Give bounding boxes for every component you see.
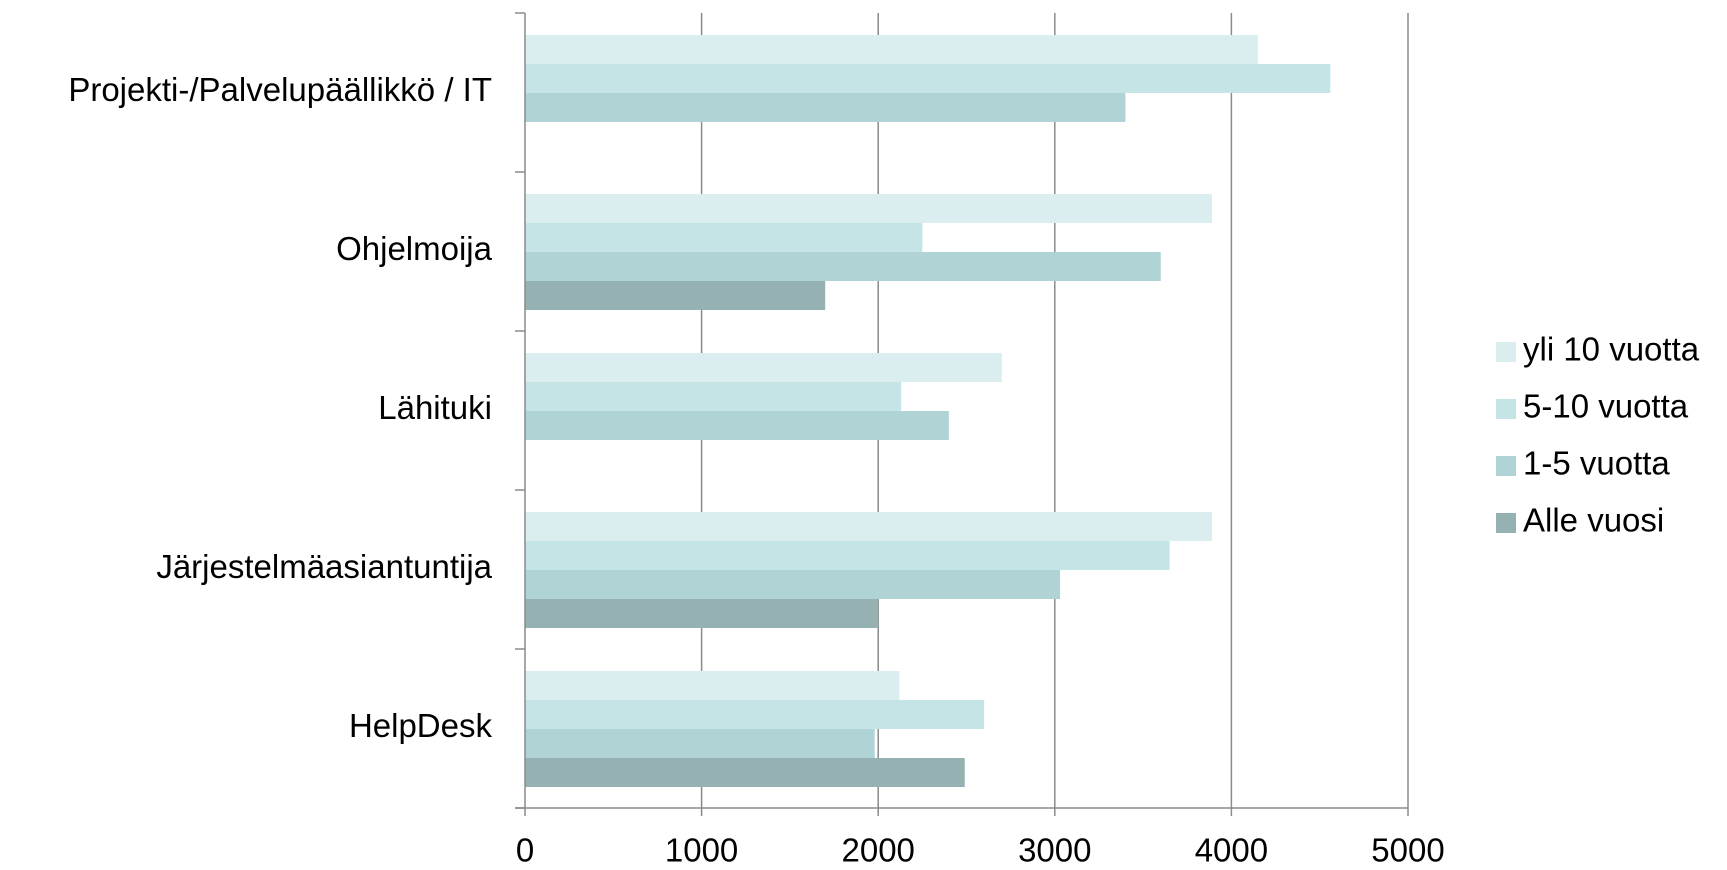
y-tick-label: HelpDesk [349, 707, 493, 744]
bar [525, 599, 879, 628]
y-tick-label: Järjestelmäasiantuntija [156, 548, 492, 585]
bar [525, 35, 1258, 64]
legend-swatch [1496, 456, 1516, 476]
x-tick-label: 3000 [1018, 832, 1091, 869]
x-tick-label: 5000 [1371, 832, 1444, 869]
legend-label: Alle vuosi [1523, 502, 1664, 539]
bar [525, 570, 1061, 599]
bar [525, 512, 1212, 541]
legend-label: yli 10 vuotta [1523, 331, 1700, 368]
bar [525, 223, 923, 252]
x-tick-label: 0 [516, 832, 534, 869]
y-tick-label: Ohjelmoija [336, 230, 493, 267]
legend-label: 1-5 vuotta [1523, 445, 1670, 482]
bar [525, 671, 900, 700]
bar [525, 729, 875, 758]
legend-swatch [1496, 399, 1516, 419]
y-tick-label: Lähituki [378, 389, 492, 426]
bar [525, 758, 965, 787]
bar [525, 93, 1126, 122]
bar [525, 281, 826, 310]
bar [525, 353, 1002, 382]
legend-swatch [1496, 342, 1516, 362]
legend-swatch [1496, 513, 1516, 533]
x-tick-label: 2000 [841, 832, 914, 869]
bar [525, 411, 949, 440]
x-tick-label: 1000 [665, 832, 738, 869]
bar [525, 194, 1212, 223]
bar [525, 252, 1161, 281]
legend-label: 5-10 vuotta [1523, 388, 1689, 425]
bar [525, 541, 1170, 570]
bar [525, 64, 1331, 93]
bar [525, 382, 902, 411]
bar [525, 700, 985, 729]
y-tick-label: Projekti-/Palvelupäällikkö / IT [68, 71, 492, 108]
x-tick-label: 4000 [1195, 832, 1268, 869]
